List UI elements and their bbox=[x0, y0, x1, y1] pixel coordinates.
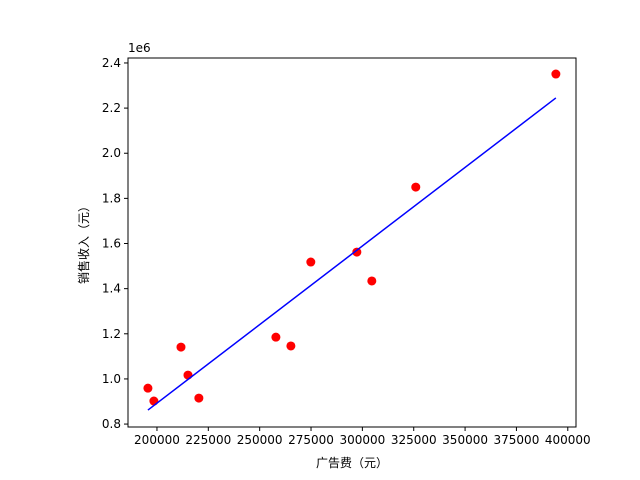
y-tick-label: 0.8 bbox=[102, 417, 121, 431]
y-tick-label: 1.2 bbox=[102, 327, 121, 341]
scatter-point bbox=[183, 370, 193, 380]
plot-frame bbox=[127, 57, 577, 428]
scatter-point bbox=[367, 276, 377, 286]
y-tick-label: 1.4 bbox=[102, 282, 121, 296]
y-tick-label: 2.4 bbox=[102, 56, 121, 70]
x-tick-label: 275000 bbox=[288, 433, 334, 447]
scatter-point bbox=[352, 247, 362, 257]
x-axis-label: 广告费（元） bbox=[316, 456, 388, 470]
y-tick-label: 2.0 bbox=[102, 146, 121, 160]
regression-line bbox=[147, 97, 557, 411]
x-tick-label: 200000 bbox=[134, 433, 180, 447]
scatter-point bbox=[411, 182, 421, 192]
scatter-point bbox=[176, 342, 186, 352]
x-tick-label: 250000 bbox=[237, 433, 283, 447]
x-tick-label: 225000 bbox=[185, 433, 231, 447]
scatter-point bbox=[551, 69, 561, 79]
y-tick-label: 1.0 bbox=[102, 372, 121, 386]
y-tick-label: 1.6 bbox=[102, 237, 121, 251]
scatter-point bbox=[306, 257, 316, 267]
y-tick-label: 2.2 bbox=[102, 101, 121, 115]
y-tick-label: 1.8 bbox=[102, 191, 121, 205]
x-tick-label: 325000 bbox=[391, 433, 437, 447]
scatter-point bbox=[149, 396, 159, 406]
y-offset-text: 1e6 bbox=[128, 41, 151, 55]
x-tick-label: 350000 bbox=[442, 433, 488, 447]
x-tick-label: 300000 bbox=[339, 433, 385, 447]
scatter-point bbox=[286, 341, 296, 351]
scatter-point bbox=[194, 393, 204, 403]
x-tick-label: 375000 bbox=[494, 433, 540, 447]
scatter-point bbox=[143, 383, 153, 393]
x-tick-label: 400000 bbox=[545, 433, 591, 447]
scatter-point bbox=[271, 332, 281, 342]
y-axis-label: 销售收入（元） bbox=[76, 200, 91, 284]
